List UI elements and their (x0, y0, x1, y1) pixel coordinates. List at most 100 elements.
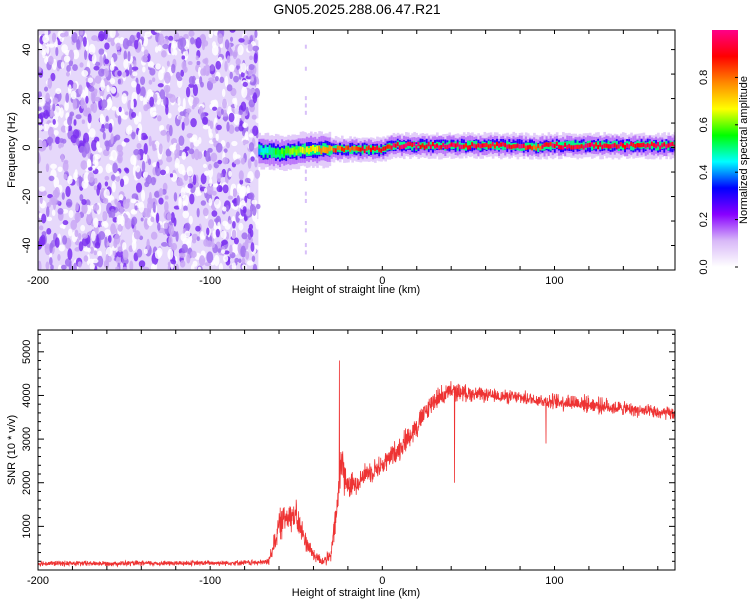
spectrogram-cell (522, 143, 526, 149)
spectrogram-cell (85, 95, 89, 104)
spectrogram-cell (442, 143, 445, 148)
spectrogram-cell (310, 145, 313, 153)
spectrogram-cell (173, 217, 177, 227)
spectrogram-cell (198, 255, 206, 267)
spectrogram-cell (180, 187, 186, 199)
spectrogram-cell (80, 224, 86, 232)
spectrogram-cell (130, 198, 137, 204)
x-tick-label: 100 (545, 575, 563, 587)
spectrogram-cell (429, 144, 433, 149)
spectrogram-cell (367, 147, 371, 155)
spectrogram-cell (330, 147, 334, 155)
spectrogram-cell (107, 235, 112, 244)
spectrogram-cell (226, 121, 230, 132)
colorbar-tick-label: 0.6 (698, 117, 710, 132)
spectrogram-cell (460, 144, 464, 150)
spectrogram-cell (196, 207, 200, 218)
spectrogram-cell (597, 140, 600, 148)
spectrogram-cell (141, 160, 146, 173)
spectrogram-cell (244, 177, 251, 183)
spectrogram-cell (234, 257, 240, 263)
spectrogram-cell (115, 266, 120, 270)
spectrogram-cell (187, 183, 194, 189)
spectrogram-cell (118, 106, 122, 113)
spectrogram-cell (87, 77, 94, 84)
spectrogram-cell (181, 243, 188, 253)
spectrogram-cell (117, 51, 121, 56)
spectrogram-cell (661, 143, 664, 148)
spectrogram-cell (543, 142, 547, 147)
spectrogram-cell (64, 258, 72, 267)
spectrogram-cell (44, 101, 51, 111)
spectrogram-cell (143, 248, 148, 255)
spectrogram-cell (276, 148, 280, 155)
spectrogram-cell (150, 263, 156, 270)
spectrogram-cell (240, 71, 245, 78)
spectrogram-cell (57, 208, 64, 215)
spectrogram-cell (188, 148, 195, 155)
spectrogram-cell (304, 66, 307, 71)
spectrogram-cell (181, 121, 185, 131)
spectrogram-cell (210, 152, 218, 162)
spectrogram-cell (80, 97, 85, 109)
spectrogram-cell (105, 254, 110, 265)
spectrogram-cell (233, 159, 241, 165)
spectrogram-cell (242, 81, 248, 87)
spectrogram-cell (580, 144, 584, 149)
spectrogram-cell (217, 159, 223, 165)
spectrogram-cell (347, 145, 350, 150)
spectrogram-xlabel: Height of straight line (km) (292, 284, 420, 296)
spectrogram-cell (182, 98, 186, 110)
spectrogram-cell (304, 250, 307, 255)
spectrogram-cell (81, 119, 86, 124)
y-tick-label: -40 (21, 238, 33, 254)
spectrogram-cell (223, 250, 230, 255)
snr-xlabel: Height of straight line (km) (292, 587, 420, 599)
colorbar-tick-label: 0.0 (698, 259, 710, 274)
spectrogram-cell (136, 83, 141, 95)
spectrogram-cell (233, 237, 239, 245)
spectrogram-cell (158, 188, 164, 197)
spectrogram-cell (205, 150, 211, 163)
spectrogram-cell (195, 37, 202, 49)
spectrogram-cell (648, 143, 652, 149)
spectrogram-cell (74, 169, 78, 178)
spectrogram-cell (483, 143, 487, 148)
spectrogram-cell (76, 38, 81, 50)
spectrogram-cell (438, 145, 441, 150)
spectrogram-cell (72, 64, 78, 72)
spectrogram-cell (117, 78, 122, 85)
spectrogram-cell (117, 246, 123, 253)
spectrogram-cell (94, 177, 98, 184)
colorbar-gradient (712, 30, 738, 267)
y-tick-label: 3000 (21, 427, 33, 451)
spectrogram-cell (88, 128, 96, 138)
spectrogram-cell (231, 229, 237, 239)
spectrogram-cell (248, 142, 255, 152)
spectrogram-cell (240, 157, 246, 165)
spectrogram-cell (146, 208, 151, 219)
spectrogram-cell (491, 142, 495, 147)
spectrogram-cell (153, 93, 158, 103)
spectrogram-cell (79, 194, 84, 202)
spectrogram-cell (226, 141, 230, 149)
colorbar-label: Normalized spectral amplitude (738, 76, 750, 224)
spectrogram-cell (485, 142, 489, 148)
spectrogram-cell (659, 145, 662, 150)
spectrogram-cell (508, 144, 511, 149)
snr-frame (37, 329, 676, 571)
spectrogram-cell (77, 261, 82, 268)
spectrogram-cell (203, 238, 209, 247)
spectrogram-cell (115, 255, 122, 265)
spectrogram-cell (61, 208, 69, 214)
spectrogram-cell (88, 166, 93, 171)
spectrogram-cell (351, 147, 354, 154)
spectrogram-cell (582, 145, 586, 150)
spectrogram-cell (371, 145, 375, 151)
spectrogram-cell (500, 142, 503, 147)
spectrogram-cell (46, 227, 52, 235)
spectrogram-cell (40, 46, 47, 56)
spectrogram-cell (487, 140, 491, 148)
spectrogram-cell (652, 142, 656, 148)
spectrogram-cell (599, 142, 602, 147)
